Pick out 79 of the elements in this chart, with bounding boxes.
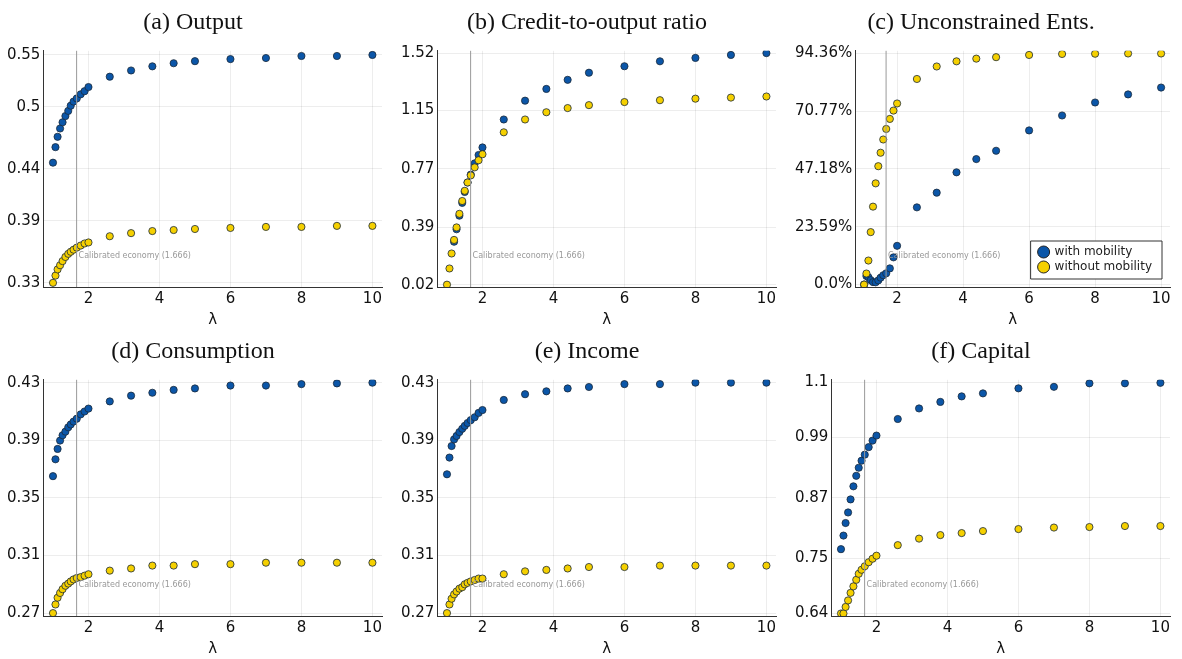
y-tick-label: 0.5 — [16, 96, 41, 115]
x-tick-label: 6 — [225, 288, 236, 307]
x-axis-title: λ — [208, 309, 218, 328]
x-tick-label: 8 — [296, 617, 307, 636]
ref-line-label: Calibrated economy (1.666) — [78, 580, 191, 590]
x-tick-label: 6 — [1024, 288, 1034, 307]
y-tick-label: 0.31 — [400, 545, 435, 564]
legend-label: with mobility — [1054, 244, 1133, 259]
ref-line-label: Calibrated economy (1.666) — [866, 580, 979, 590]
y-tick-label: 47.18% — [794, 158, 853, 177]
x-tick-label: 6 — [619, 617, 630, 636]
x-axis-title: λ — [208, 638, 218, 657]
x-tick-label: 2 — [83, 617, 94, 636]
y-tick-label: 0.02 — [400, 274, 435, 293]
y-tick-label: 70.77% — [794, 101, 853, 120]
x-tick-label: 2 — [477, 288, 488, 307]
y-tick-label: 0.77 — [400, 158, 435, 177]
x-tick-label: 4 — [548, 288, 559, 307]
chart-title: (c) Unconstrained Ents. — [867, 7, 1095, 34]
y-tick-label: 23.59% — [794, 216, 853, 235]
x-axis-title: λ — [1008, 309, 1018, 328]
ref-line-label: Calibrated economy (1.666) — [472, 251, 585, 261]
chart-title: (f) Capital — [931, 336, 1031, 363]
chart-title: (a) Output — [143, 7, 243, 34]
x-tick-label: 8 — [690, 288, 701, 307]
x-axis-title: λ — [602, 638, 612, 657]
ref-line-label: Calibrated economy (1.666) — [472, 580, 585, 590]
y-tick-label: 0.43 — [400, 372, 435, 391]
y-tick-label: 0.27 — [400, 603, 435, 622]
legend-label: without mobility — [1054, 259, 1153, 274]
y-tick-label: 0.44 — [6, 158, 41, 177]
y-tick-label: 0.31 — [6, 545, 41, 564]
x-tick-label: 8 — [690, 617, 701, 636]
y-tick-label: 0.39 — [6, 430, 41, 449]
y-tick-label: 0.64 — [794, 603, 829, 622]
x-tick-label: 10 — [362, 617, 382, 636]
y-tick-label: 0.35 — [400, 487, 435, 506]
y-tick-label: 0.39 — [400, 430, 435, 449]
y-tick-label: 1.52 — [400, 43, 435, 62]
y-tick-label: 0.35 — [6, 487, 41, 506]
x-tick-label: 2 — [477, 617, 488, 636]
y-tick-label: 0.87 — [794, 487, 829, 506]
y-tick-label: 0.99 — [794, 427, 829, 446]
x-tick-label: 10 — [756, 617, 776, 636]
x-tick-label: 8 — [296, 288, 307, 307]
x-tick-label: 10 — [1150, 617, 1170, 636]
x-tick-label: 2 — [892, 288, 902, 307]
x-tick-label: 8 — [1090, 288, 1100, 307]
x-tick-label: 4 — [154, 288, 165, 307]
x-tick-label: 6 — [1013, 617, 1024, 636]
y-tick-label: 94.36% — [794, 43, 853, 62]
x-axis-title: λ — [602, 309, 612, 328]
ref-line-label: Calibrated economy (1.666) — [78, 251, 191, 261]
x-axis-title: λ — [996, 638, 1006, 657]
chart-title: (b) Credit-to-output ratio — [467, 7, 707, 34]
x-tick-label: 2 — [871, 617, 882, 636]
chart-title: (d) Consumption — [111, 336, 275, 363]
x-tick-label: 8 — [1084, 617, 1095, 636]
x-tick-label: 6 — [619, 288, 630, 307]
x-tick-label: 4 — [942, 617, 953, 636]
y-tick-label: 0.55 — [6, 44, 41, 63]
x-tick-label: 4 — [548, 617, 559, 636]
x-tick-label: 10 — [362, 288, 382, 307]
y-tick-label: 0.75 — [794, 548, 829, 567]
y-tick-label: 0.33 — [6, 272, 41, 291]
x-tick-label: 6 — [225, 617, 236, 636]
chart-title: (e) Income — [534, 336, 640, 363]
y-tick-label: 1.1 — [804, 372, 829, 391]
x-tick-label: 4 — [154, 617, 165, 636]
x-tick-label: 2 — [83, 288, 94, 307]
y-tick-label: 0.27 — [6, 603, 41, 622]
y-tick-label: 0.39 — [6, 210, 41, 229]
x-tick-label: 4 — [958, 288, 968, 307]
x-tick-label: 10 — [756, 288, 776, 307]
x-tick-label: 10 — [1151, 288, 1171, 307]
y-tick-label: 0.43 — [6, 372, 41, 391]
y-tick-label: 0.39 — [400, 217, 435, 236]
y-tick-label: 0.0% — [814, 274, 853, 293]
y-tick-label: 1.15 — [400, 100, 435, 119]
